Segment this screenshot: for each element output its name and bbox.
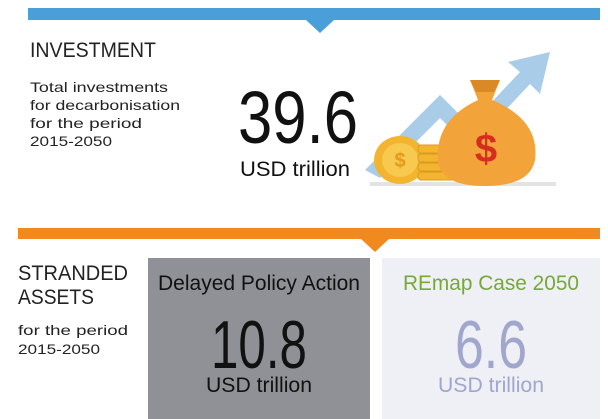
investment-value: 39.6 — [238, 76, 358, 159]
infographic: INVESTMENT Total investments for decarbo… — [0, 0, 608, 419]
stranded-header-bar — [18, 228, 600, 252]
stranded-description: for the period — [18, 322, 128, 338]
investment-title: INVESTMENT — [30, 39, 156, 62]
money-icon: $ $ — [365, 52, 556, 186]
svg-text:$: $ — [394, 150, 405, 172]
investment-description: for decarbonisation — [30, 97, 180, 113]
investment-description: 2015-2050 — [30, 133, 112, 149]
panel-label: REmap Case 2050 — [403, 272, 579, 295]
stranded-title: STRANDED — [18, 262, 128, 285]
investment-header-bar — [28, 8, 600, 33]
panel-unit: USD trillion — [438, 374, 544, 397]
stranded-description: 2015-2050 — [18, 341, 100, 357]
investment-description: for the period — [30, 115, 142, 131]
panel-label: Delayed Policy Action — [158, 272, 360, 295]
investment-description: Total investments — [30, 79, 168, 95]
stranded-title: ASSETS — [18, 286, 94, 309]
panel-unit: USD trillion — [206, 374, 312, 397]
panel-value: 10.8 — [211, 307, 307, 383]
svg-text:$: $ — [475, 127, 497, 171]
investment-unit: USD trillion — [240, 158, 350, 181]
panel-value: 6.6 — [455, 307, 527, 383]
